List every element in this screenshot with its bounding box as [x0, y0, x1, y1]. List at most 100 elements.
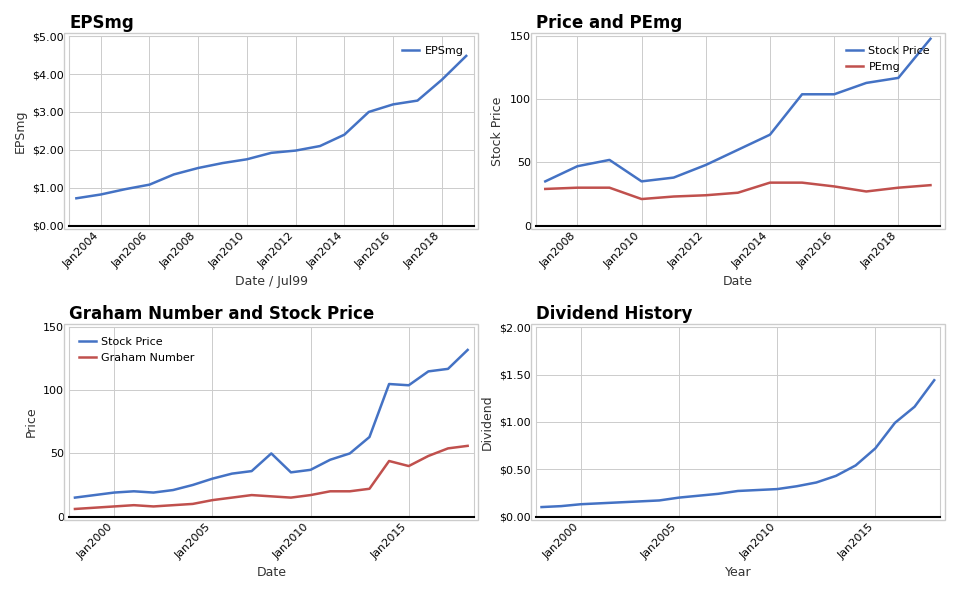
Graham Number [109, 503, 120, 510]
PEmg [731, 189, 742, 196]
Stock Price [539, 178, 551, 185]
Stock Price [148, 489, 159, 496]
EPSmg [460, 52, 472, 59]
PEmg [539, 186, 551, 193]
Y-axis label: Price: Price [25, 407, 37, 437]
Graham Number [344, 487, 355, 495]
PEmg [700, 192, 711, 199]
PEmg [796, 179, 807, 186]
Stock Price [923, 35, 935, 42]
Text: Dividend History: Dividend History [535, 305, 692, 323]
PEmg [763, 179, 775, 186]
EPSmg [193, 164, 204, 171]
PEmg [923, 181, 935, 189]
Stock Price [70, 494, 81, 501]
Graham Number [363, 485, 375, 492]
Graham Number [324, 487, 335, 495]
Stock Price [461, 346, 473, 353]
Text: EPSmg: EPSmg [69, 14, 133, 32]
Graham Number [305, 492, 316, 499]
EPSmg [314, 142, 325, 149]
EPSmg [168, 171, 179, 178]
Stock Price [422, 368, 434, 375]
Stock Price [667, 174, 679, 181]
Stock Price [700, 161, 711, 168]
Stock Price [344, 450, 355, 457]
Stock Price [860, 79, 871, 87]
Line: EPSmg: EPSmg [76, 56, 466, 198]
X-axis label: Date: Date [722, 275, 752, 288]
Legend: EPSmg: EPSmg [397, 42, 468, 60]
Stock Price [305, 466, 316, 473]
Stock Price [167, 486, 178, 493]
Stock Price [636, 178, 647, 185]
Stock Price [796, 91, 807, 98]
Line: Stock Price: Stock Price [75, 350, 467, 498]
Legend: Stock Price, Graham Number: Stock Price, Graham Number [74, 333, 199, 367]
Graham Number [207, 496, 218, 503]
Stock Price [402, 382, 414, 389]
EPSmg [412, 97, 423, 104]
Graham Number [148, 503, 159, 510]
Legend: Stock Price, PEmg: Stock Price, PEmg [841, 42, 934, 76]
Y-axis label: Dividend: Dividend [480, 394, 493, 449]
PEmg [636, 196, 647, 203]
EPSmg [216, 160, 228, 167]
Stock Price [442, 365, 454, 372]
PEmg [667, 193, 679, 200]
PEmg [571, 184, 582, 191]
Graham Number [167, 502, 178, 509]
Graham Number [442, 445, 454, 452]
EPSmg [436, 76, 447, 84]
Stock Price [187, 482, 198, 489]
EPSmg [95, 191, 107, 198]
Stock Price [89, 492, 100, 499]
PEmg [827, 183, 839, 190]
Stock Price [285, 469, 296, 476]
EPSmg [71, 195, 82, 202]
Line: Graham Number: Graham Number [75, 446, 467, 509]
Graham Number [70, 505, 81, 512]
Text: Graham Number and Stock Price: Graham Number and Stock Price [69, 305, 374, 323]
PEmg [603, 184, 615, 191]
X-axis label: Year: Year [723, 566, 750, 579]
EPSmg [387, 101, 398, 108]
Stock Price [265, 450, 276, 457]
Graham Number [265, 493, 276, 500]
Graham Number [226, 494, 237, 501]
X-axis label: Date / Jul99: Date / Jul99 [234, 275, 308, 288]
EPSmg [241, 156, 253, 163]
Text: Price and PEmg: Price and PEmg [535, 14, 681, 32]
Stock Price [324, 456, 335, 463]
Graham Number [402, 463, 414, 470]
PEmg [860, 188, 871, 195]
Stock Price [383, 381, 395, 388]
Stock Price [363, 433, 375, 441]
Y-axis label: Stock Price: Stock Price [491, 96, 504, 165]
Stock Price [603, 157, 615, 164]
Graham Number [128, 502, 139, 509]
Stock Price [731, 146, 742, 154]
Stock Price [827, 91, 839, 98]
EPSmg [363, 109, 375, 116]
X-axis label: Date: Date [256, 566, 286, 579]
EPSmg [144, 181, 155, 188]
Stock Price [571, 162, 582, 170]
Stock Price [109, 489, 120, 496]
Graham Number [246, 492, 257, 499]
Graham Number [285, 494, 296, 501]
EPSmg [290, 147, 301, 154]
Stock Price [763, 131, 775, 138]
Stock Price [128, 487, 139, 495]
Y-axis label: EPSmg: EPSmg [14, 109, 27, 152]
Stock Price [207, 475, 218, 482]
Graham Number [422, 452, 434, 460]
Line: PEmg: PEmg [545, 183, 929, 199]
Stock Price [226, 470, 237, 477]
Stock Price [246, 467, 257, 474]
PEmg [892, 184, 903, 191]
Line: Stock Price: Stock Price [545, 39, 929, 181]
EPSmg [265, 149, 276, 157]
Graham Number [187, 500, 198, 508]
EPSmg [338, 131, 350, 138]
